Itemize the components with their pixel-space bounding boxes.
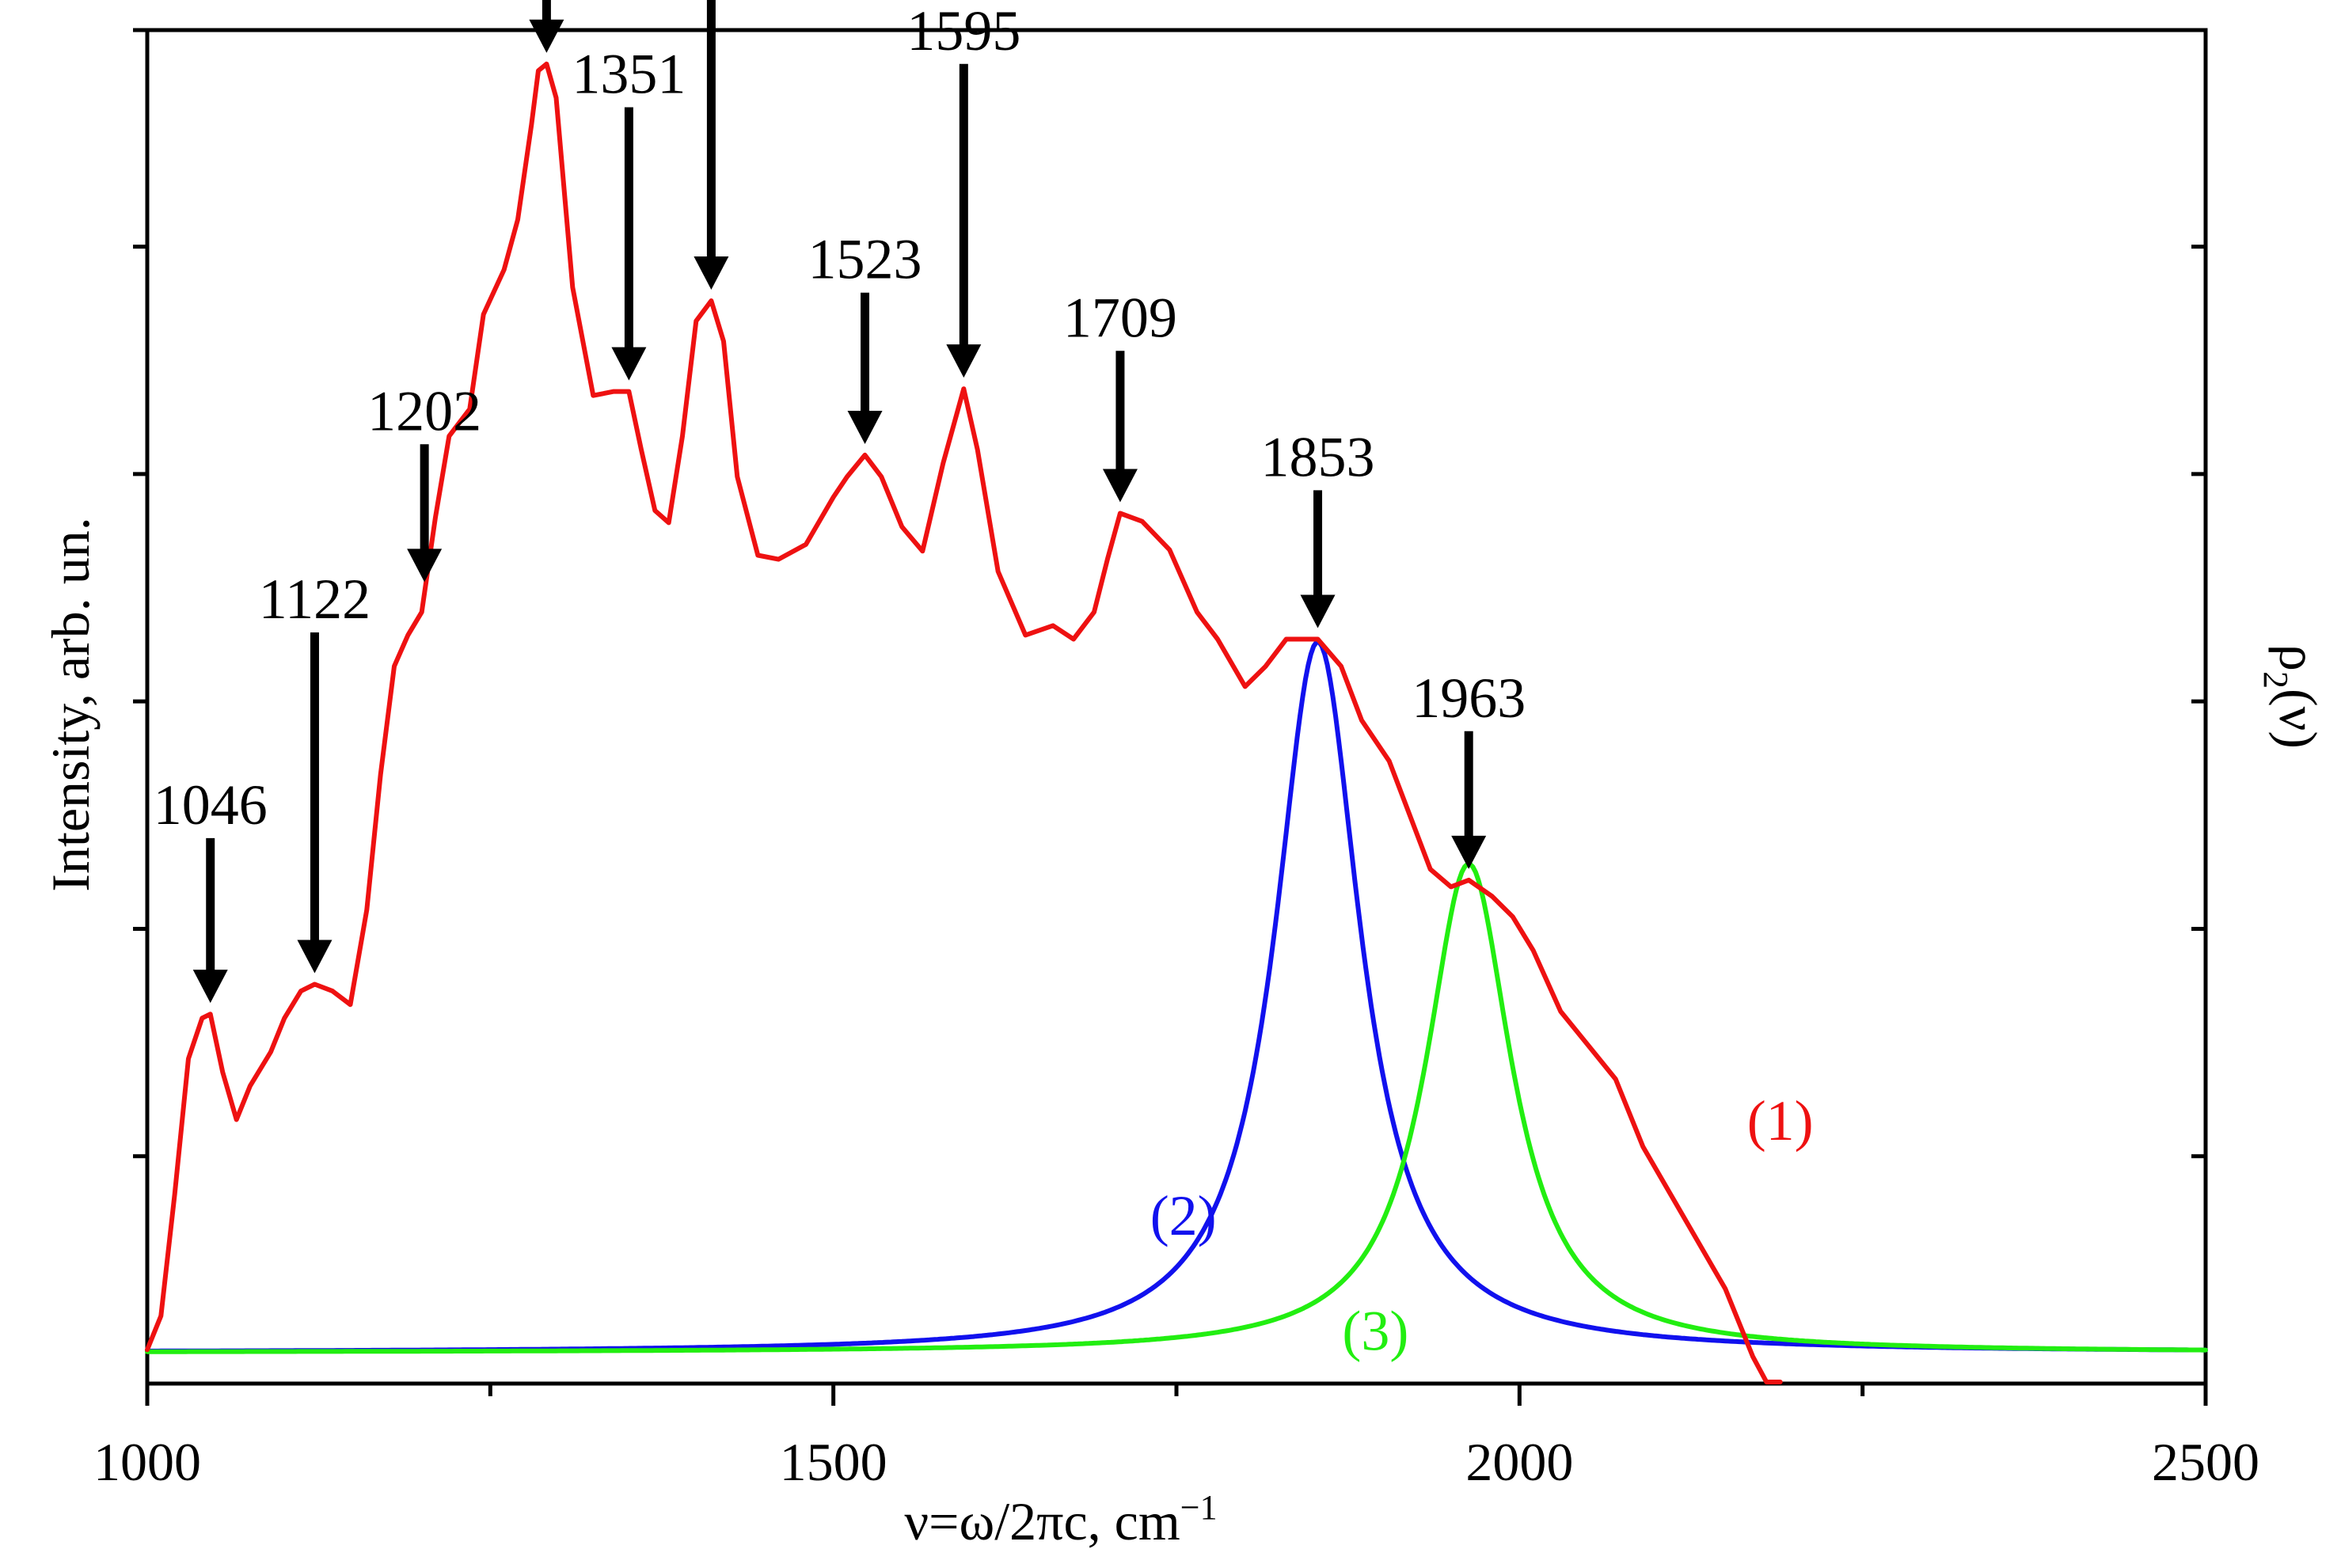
series-3 bbox=[145, 861, 2208, 1354]
peak-arrow-head bbox=[847, 410, 883, 444]
peak-arrow-head bbox=[1451, 835, 1487, 869]
peak-arrow-head bbox=[946, 344, 982, 378]
axis-ticks bbox=[133, 28, 2208, 1406]
peak-arrow-head bbox=[297, 940, 333, 974]
peak-arrow-head bbox=[407, 549, 443, 583]
x-tick-label: 1000 bbox=[93, 1432, 201, 1492]
peak-label: 1046 bbox=[154, 773, 268, 837]
peak-arrow-head bbox=[1300, 594, 1336, 628]
peak-label: 1595 bbox=[906, 0, 1020, 63]
series-label-1: (1) bbox=[1747, 1089, 1814, 1152]
peak-arrow-head bbox=[611, 347, 647, 381]
peak-label: 1853 bbox=[1261, 425, 1375, 488]
peak-arrow-head bbox=[1102, 469, 1138, 503]
series-1 bbox=[145, 61, 1783, 1384]
peak-label: 1963 bbox=[1412, 666, 1526, 730]
x-tick-labels: 1000 1500 2000 2500 bbox=[93, 1432, 2259, 1492]
series-label-3: (3) bbox=[1342, 1299, 1408, 1362]
y-axis-label-left: Intensity, arb. un. bbox=[40, 517, 101, 891]
peak-arrow-head bbox=[694, 256, 729, 290]
peak-label: 1202 bbox=[367, 379, 481, 442]
peak-arrow-head bbox=[192, 970, 228, 1004]
peak-arrows: 1046112212021291135114111523159517091853… bbox=[154, 0, 1526, 1004]
peak-label: 1709 bbox=[1063, 286, 1177, 349]
x-axis-label: ν=ω/2πc, cm−1 bbox=[904, 1488, 1217, 1551]
y-axis-label-right: ρ2(ν) bbox=[2256, 644, 2328, 749]
series-label-2: (2) bbox=[1150, 1184, 1217, 1247]
x-tick-label: 1500 bbox=[780, 1432, 887, 1492]
series-labels: (1) (2) (3) bbox=[1150, 1089, 1814, 1362]
peak-label: 1122 bbox=[259, 568, 371, 631]
peak-label: 1351 bbox=[572, 42, 686, 105]
peak-label: 1523 bbox=[808, 228, 922, 291]
x-tick-label: 2000 bbox=[1465, 1432, 1573, 1492]
x-tick-label: 2500 bbox=[2152, 1432, 2259, 1492]
plot-frame bbox=[145, 28, 2208, 1386]
peak-arrow-head bbox=[529, 19, 564, 53]
curves bbox=[145, 61, 2208, 1384]
